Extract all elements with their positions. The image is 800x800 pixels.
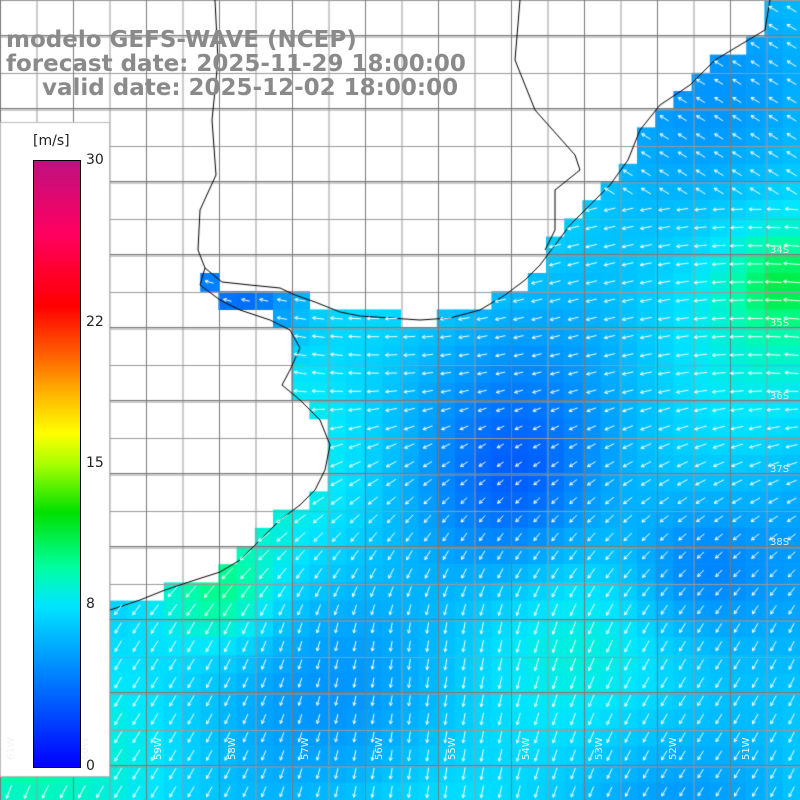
latitude-label: 38S <box>770 537 790 548</box>
latitude-label: 36S <box>770 391 790 402</box>
colorbar-tick-label: 22 <box>86 313 104 330</box>
colorbar <box>33 160 81 768</box>
longitude-label: 52W <box>667 737 679 760</box>
longitude-label: 58W <box>226 737 238 760</box>
longitude-label: 51W <box>741 737 752 760</box>
longitude-label: 55W <box>447 737 458 760</box>
longitude-label: 53W <box>594 737 605 760</box>
colorbar-tick-label: 15 <box>86 455 104 471</box>
longitude-label: 54W <box>520 737 532 760</box>
longitude-label: 60W <box>79 737 91 760</box>
latitude-label: 37S <box>770 464 790 475</box>
colorbar-tick-label: 0 <box>86 758 95 774</box>
colorbar-tick-label: 30 <box>86 152 104 168</box>
longitude-label: 57W <box>300 737 311 760</box>
latitude-label: 35S <box>770 318 790 329</box>
colorbar-tick-label: 8 <box>86 596 95 613</box>
latitude-label: 34S <box>770 245 790 256</box>
longitude-label: 61W <box>6 737 17 760</box>
longitude-label: 59W <box>153 737 164 760</box>
longitude-label: 56W <box>373 737 385 760</box>
colorbar-unit: [m/s] <box>33 133 70 149</box>
